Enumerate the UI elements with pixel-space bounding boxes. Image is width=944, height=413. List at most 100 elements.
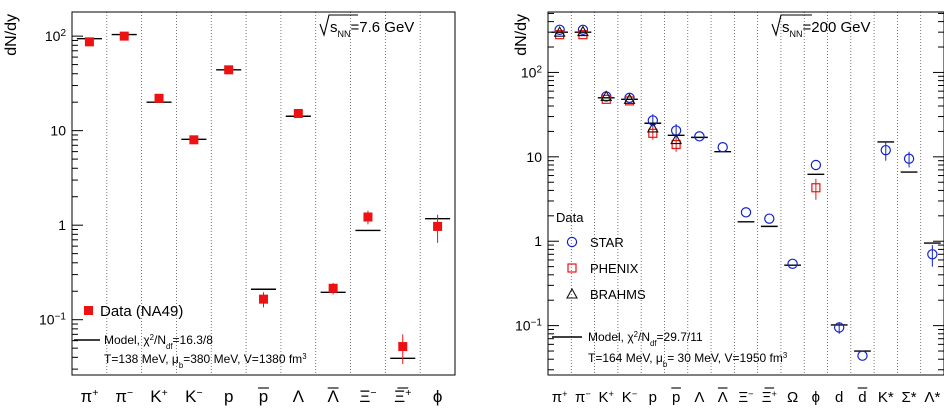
data-point-brahms xyxy=(553,26,566,37)
legend-model-line2: T=164 MeV, μb= 30 MeV, V=1950 fm3 xyxy=(588,351,787,369)
x-tick-label-base: Λ xyxy=(293,387,305,406)
data-point-star xyxy=(717,142,728,153)
legend-label-series: STAR xyxy=(590,235,624,250)
data-point xyxy=(224,65,234,75)
x-tick-label-base: d xyxy=(858,389,866,406)
plot-frame xyxy=(547,11,944,376)
legend-header: Data xyxy=(556,210,584,225)
x-tick-label-sup: − xyxy=(748,389,753,399)
x-tick-label: d xyxy=(835,389,843,406)
y-tick-label-base: 1 xyxy=(58,217,66,233)
x-tick-label-sup: + xyxy=(92,387,98,399)
x-tick-label-sup: − xyxy=(585,389,590,399)
data-point-star xyxy=(880,144,891,156)
legend-model-line1-mid: /N xyxy=(154,333,166,347)
y-tick-label-exp: −1 xyxy=(531,317,543,328)
x-tick-label: p xyxy=(259,387,268,406)
x-tick-label-base: Λ* xyxy=(924,389,940,406)
legend-model-line2-pre: T=164 MeV, μ xyxy=(588,351,663,365)
data-point-star xyxy=(647,115,659,126)
x-tick-label: Ξ+ xyxy=(762,389,777,406)
data-point xyxy=(293,108,303,118)
x-tick-label-sup: − xyxy=(632,389,637,399)
y-axis-label: dN/dy xyxy=(3,14,20,56)
x-tick-label-base: p xyxy=(672,389,680,406)
x-tick-label: K+ xyxy=(150,387,168,406)
x-tick-label-sup: + xyxy=(771,389,776,399)
legend-marker-phenix xyxy=(567,263,577,273)
x-tick-label: Ξ+ xyxy=(394,387,411,406)
x-tick-label: K+ xyxy=(599,389,614,406)
energy-label-post: =7.6 GeV xyxy=(351,19,415,36)
legend: Data STAR PHENIX BRAHMS Model, χ2/Ndf=29.7/1… xyxy=(552,210,787,369)
data-point-star xyxy=(577,24,589,35)
legend-model-line2: T=138 MeV, μb=380 MeV, V=1380 fm3 xyxy=(104,352,307,370)
y-tick-label-base: 10 xyxy=(526,149,542,165)
y-tick-label: 10 xyxy=(50,123,66,139)
x-tick-label-base: p xyxy=(649,389,657,406)
x-tick-label-base: K* xyxy=(878,389,894,406)
data-point-star xyxy=(810,159,822,171)
data-point xyxy=(154,93,164,103)
data-point xyxy=(84,37,94,47)
x-tick-label-base: d xyxy=(835,389,843,406)
legend-model-line1-post: =29.7/11 xyxy=(657,330,703,344)
energy-label-sym: s xyxy=(782,19,790,36)
legend-model-line1-pre: Model, χ xyxy=(588,330,634,344)
data-point-phenix xyxy=(811,183,821,193)
y-tick-label-base: 10 xyxy=(45,28,61,44)
x-tick-label: Ξ− xyxy=(359,387,376,406)
data-point-phenix xyxy=(671,139,681,150)
data-point-star xyxy=(787,258,798,270)
legend-marker-star xyxy=(566,236,578,248)
data-point-star xyxy=(694,131,705,142)
y-tick-label: 1 xyxy=(534,233,542,249)
x-tick-label: Λ xyxy=(694,389,704,406)
y-tick-label-exp: −1 xyxy=(55,311,67,322)
legend-model-line2-pre: T=138 MeV, μ xyxy=(104,352,179,366)
data-point xyxy=(259,294,268,304)
data-point xyxy=(398,342,408,352)
data-point-brahms xyxy=(670,133,683,145)
energy-label-post: =200 GeV xyxy=(803,19,871,36)
data-point-star xyxy=(833,322,845,333)
energy-label-text: sNN=200 GeV xyxy=(782,19,870,39)
legend-model-line1-mid: /N xyxy=(638,330,650,344)
x-tick-label: Λ xyxy=(718,389,728,406)
x-tick-label: Λ* xyxy=(924,389,940,406)
legend-model-line1-sup: 2 xyxy=(634,330,638,339)
sqrt-sign xyxy=(319,14,358,37)
x-tick-label-sup: − xyxy=(127,387,133,399)
data-point-star xyxy=(554,24,565,35)
x-tick-label-base: Ξ xyxy=(359,387,370,406)
x-tick-label: π+ xyxy=(80,387,98,406)
energy-label-sym: s xyxy=(330,19,338,36)
legend-model-line2-sub: b xyxy=(663,360,668,369)
x-tick-label-base: p xyxy=(259,387,268,406)
data-point xyxy=(328,283,338,293)
x-tick-label: d xyxy=(858,389,866,406)
y-tick-label-base: 1 xyxy=(534,233,542,249)
y-tick-label-base: 10 xyxy=(50,123,66,139)
data-point xyxy=(189,135,199,145)
energy-label-text: sNN=7.6 GeV xyxy=(330,19,414,39)
x-tick-label-base: Ξ xyxy=(762,389,772,406)
legend-model-line2-sup: 3 xyxy=(783,351,787,360)
sqrt-sign xyxy=(771,14,812,37)
data-point-phenix xyxy=(648,128,658,138)
x-tick-label-base: Ξ xyxy=(394,387,405,406)
x-tick-label: p xyxy=(224,387,233,406)
legend-model-line2-mid: =380 MeV, V=1380 fm xyxy=(183,352,302,366)
x-tick-label-base: ϕ xyxy=(812,389,820,406)
legend-model-line2-sup: 3 xyxy=(302,352,306,361)
legend-model-line1-sub: df xyxy=(650,339,657,348)
legend-label-series: BRAHMS xyxy=(590,287,646,302)
legend-marker-data xyxy=(84,306,93,315)
x-tick-label: π+ xyxy=(552,389,568,406)
y-tick-label: 102 xyxy=(521,64,543,81)
x-tick-label: p xyxy=(672,389,680,406)
x-tick-label-base: K xyxy=(150,387,162,406)
